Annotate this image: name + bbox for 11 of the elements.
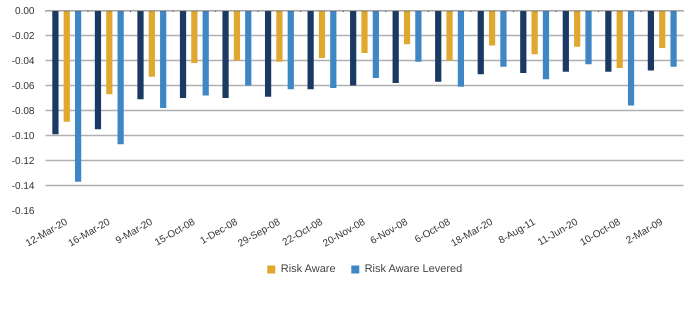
y-tick-label: -0.08 bbox=[12, 106, 35, 117]
y-tick-label: -0.12 bbox=[12, 156, 35, 167]
legend-label: Risk Aware Levered bbox=[364, 263, 462, 275]
y-tick-label: -0.10 bbox=[12, 131, 35, 142]
y-tick-label: -0.16 bbox=[12, 206, 35, 217]
y-tick-label: -0.02 bbox=[12, 31, 35, 42]
y-tick-label: 0.00 bbox=[15, 6, 35, 17]
y-tick-label: -0.06 bbox=[12, 81, 35, 92]
y-tick-label: -0.14 bbox=[12, 181, 35, 192]
legend-label: Risk Aware bbox=[280, 263, 336, 275]
y-tick-label: -0.04 bbox=[12, 56, 35, 67]
